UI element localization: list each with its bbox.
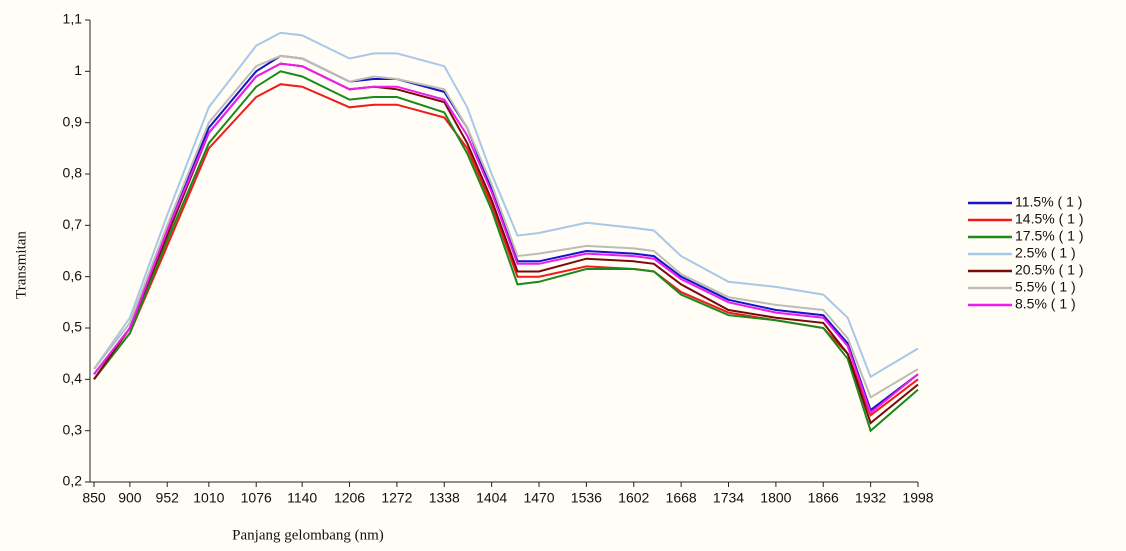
x-tick-label: 1404 [476,490,507,506]
x-tick-label: 1076 [241,490,272,506]
y-tick-label: 1 [74,62,82,78]
legend-label: 14.5% ( 1 ) [1015,211,1083,227]
x-tick-label: 850 [82,490,106,506]
series-line [94,33,918,377]
x-tick-label: 1536 [571,490,602,506]
x-tick-label: 952 [156,490,180,506]
series-line [94,71,918,430]
legend-label: 8.5% ( 1 ) [1015,296,1076,312]
series-line [94,56,918,397]
x-tick-label: 1932 [855,490,886,506]
y-tick-label: 0,7 [63,216,83,232]
y-tick-label: 0,9 [63,113,83,129]
x-tick-label: 900 [118,490,142,506]
legend-label: 17.5% ( 1 ) [1015,228,1083,244]
y-axis-title: Transmitan [13,231,29,299]
y-tick-label: 0,3 [63,421,83,437]
x-tick-label: 1010 [193,490,224,506]
x-tick-label: 1338 [429,490,460,506]
x-tick-label: 1206 [334,490,365,506]
y-tick-label: 0,4 [63,370,83,386]
y-tick-label: 1,1 [63,11,83,27]
legend-label: 5.5% ( 1 ) [1015,279,1076,295]
x-tick-label: 1140 [287,490,317,506]
chart: Transmitan Panjang gelombang (nm) 0,2 0,3… [0,0,1126,551]
legend-label: 11.5% ( 1 ) [1015,194,1082,210]
x-tick-label: 1734 [713,490,744,506]
x-tick-label: 1668 [666,490,697,506]
x-tick-label: 1866 [808,490,839,506]
y-tick-label: 0,2 [63,473,83,489]
y-tick-label: 0,6 [63,267,83,283]
x-tick-label: 1470 [523,490,554,506]
x-tick-label: 1800 [760,490,791,506]
x-tick-label: 1998 [902,490,933,506]
y-tick-label: 0,5 [63,319,83,335]
x-axis-title: Panjang gelombang (nm) [232,527,384,543]
x-tick-label: 1272 [381,490,412,506]
legend-label: 20.5% ( 1 ) [1015,262,1083,278]
legend-label: 2.5% ( 1 ) [1015,245,1076,261]
y-tick-label: 0,8 [63,165,83,181]
x-tick-label: 1602 [618,490,649,506]
